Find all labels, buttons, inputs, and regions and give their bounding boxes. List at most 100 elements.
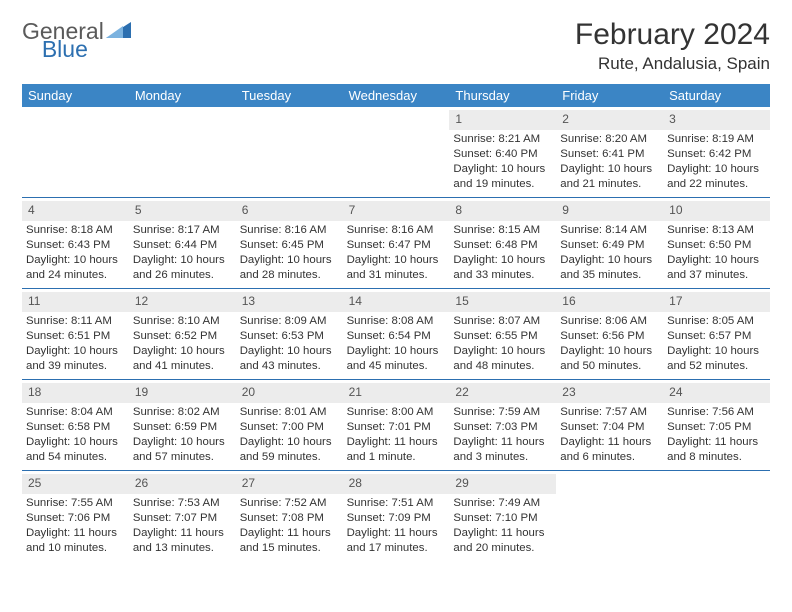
- sunrise: Sunrise: 7:59 AM: [453, 405, 552, 420]
- sunrise: Sunrise: 7:49 AM: [453, 496, 552, 511]
- daylight: Daylight: 10 hours and 35 minutes.: [560, 253, 659, 283]
- daylight: Daylight: 11 hours and 8 minutes.: [667, 435, 766, 465]
- day-cell: 5Sunrise: 8:17 AMSunset: 6:44 PMDaylight…: [129, 198, 236, 288]
- sunrise: Sunrise: 8:13 AM: [667, 223, 766, 238]
- daylight: Daylight: 10 hours and 59 minutes.: [240, 435, 339, 465]
- daylight: Daylight: 10 hours and 31 minutes.: [347, 253, 446, 283]
- sunset: Sunset: 6:43 PM: [26, 238, 125, 253]
- day-cell: 21Sunrise: 8:00 AMSunset: 7:01 PMDayligh…: [343, 380, 450, 470]
- day-number: 13: [236, 292, 343, 312]
- day-number: [556, 474, 663, 494]
- day-cell: 26Sunrise: 7:53 AMSunset: 7:07 PMDayligh…: [129, 471, 236, 561]
- sunrise: Sunrise: 7:52 AM: [240, 496, 339, 511]
- daylight: Daylight: 11 hours and 17 minutes.: [347, 526, 446, 556]
- daylight: Daylight: 11 hours and 15 minutes.: [240, 526, 339, 556]
- sunrise: Sunrise: 8:08 AM: [347, 314, 446, 329]
- week-row: 11Sunrise: 8:11 AMSunset: 6:51 PMDayligh…: [22, 289, 770, 380]
- daylight: Daylight: 10 hours and 37 minutes.: [667, 253, 766, 283]
- day-cell: 13Sunrise: 8:09 AMSunset: 6:53 PMDayligh…: [236, 289, 343, 379]
- day-number: 12: [129, 292, 236, 312]
- week-row: 4Sunrise: 8:18 AMSunset: 6:43 PMDaylight…: [22, 198, 770, 289]
- day-cell: 27Sunrise: 7:52 AMSunset: 7:08 PMDayligh…: [236, 471, 343, 561]
- daylight: Daylight: 10 hours and 54 minutes.: [26, 435, 125, 465]
- day-number: 15: [449, 292, 556, 312]
- day-cell: [236, 107, 343, 197]
- sunrise: Sunrise: 8:09 AM: [240, 314, 339, 329]
- day-number: 22: [449, 383, 556, 403]
- day-number: 28: [343, 474, 450, 494]
- day-number: 27: [236, 474, 343, 494]
- day-number: [129, 110, 236, 130]
- sunset: Sunset: 6:52 PM: [133, 329, 232, 344]
- day-cell: 12 Sunrise: 8:10 AMSunset: 6:52 PMDayligh…: [129, 289, 236, 379]
- day-number: 1: [449, 110, 556, 130]
- dayhead-wed: Wednesday: [343, 84, 450, 107]
- daylight: Daylight: 11 hours and 6 minutes.: [560, 435, 659, 465]
- day-cell: [556, 471, 663, 561]
- day-cell: 9Sunrise: 8:14 AMSunset: 6:49 PMDaylight…: [556, 198, 663, 288]
- sunrise: Sunrise: 8:21 AM: [453, 132, 552, 147]
- dayhead-tue: Tuesday: [236, 84, 343, 107]
- sunrise: Sunrise: 8:04 AM: [26, 405, 125, 420]
- sunset: Sunset: 7:09 PM: [347, 511, 446, 526]
- day-number: [343, 110, 450, 130]
- daylight: Daylight: 10 hours and 22 minutes.: [667, 162, 766, 192]
- day-cell: 10Sunrise: 8:13 AMSunset: 6:50 PMDayligh…: [663, 198, 770, 288]
- sunset: Sunset: 7:03 PM: [453, 420, 552, 435]
- day-cell: 23Sunrise: 7:57 AMSunset: 7:04 PMDayligh…: [556, 380, 663, 470]
- sunrise: Sunrise: 8:16 AM: [347, 223, 446, 238]
- day-number: 18: [22, 383, 129, 403]
- daylight: Daylight: 11 hours and 1 minute.: [347, 435, 446, 465]
- daylight: Daylight: 10 hours and 33 minutes.: [453, 253, 552, 283]
- day-number: 7: [343, 201, 450, 221]
- day-cell: 16Sunrise: 8:06 AMSunset: 6:56 PMDayligh…: [556, 289, 663, 379]
- day-number: 16: [556, 292, 663, 312]
- day-cell: 15Sunrise: 8:07 AMSunset: 6:55 PMDayligh…: [449, 289, 556, 379]
- dayhead-fri: Friday: [556, 84, 663, 107]
- day-cell: 25Sunrise: 7:55 AMSunset: 7:06 PMDayligh…: [22, 471, 129, 561]
- day-number: 3: [663, 110, 770, 130]
- day-cell: [663, 471, 770, 561]
- calendar: Sunday Monday Tuesday Wednesday Thursday…: [22, 84, 770, 561]
- daylight: Daylight: 10 hours and 41 minutes.: [133, 344, 232, 374]
- daylight: Daylight: 10 hours and 24 minutes.: [26, 253, 125, 283]
- sunset: Sunset: 6:55 PM: [453, 329, 552, 344]
- day-cell: 20Sunrise: 8:01 AMSunset: 7:00 PMDayligh…: [236, 380, 343, 470]
- week-row: 18Sunrise: 8:04 AMSunset: 6:58 PMDayligh…: [22, 380, 770, 471]
- day-number: 4: [22, 201, 129, 221]
- sunset: Sunset: 6:42 PM: [667, 147, 766, 162]
- day-number: 23: [556, 383, 663, 403]
- daylight: Daylight: 10 hours and 52 minutes.: [667, 344, 766, 374]
- sunset: Sunset: 7:06 PM: [26, 511, 125, 526]
- sunrise: Sunrise: 8:17 AM: [133, 223, 232, 238]
- day-cell: 11Sunrise: 8:11 AMSunset: 6:51 PMDayligh…: [22, 289, 129, 379]
- sunset: Sunset: 6:41 PM: [560, 147, 659, 162]
- daylight: Daylight: 11 hours and 13 minutes.: [133, 526, 232, 556]
- day-number: [236, 110, 343, 130]
- day-number: 11: [22, 292, 129, 312]
- header: General Blue February 2024 Rute, Andalus…: [22, 18, 770, 74]
- sunrise: Sunrise: 8:10 AM: [133, 314, 232, 329]
- sunrise: Sunrise: 7:57 AM: [560, 405, 659, 420]
- day-cell: 29Sunrise: 7:49 AMSunset: 7:10 PMDayligh…: [449, 471, 556, 561]
- daylight: Daylight: 10 hours and 45 minutes.: [347, 344, 446, 374]
- sunset: Sunset: 6:54 PM: [347, 329, 446, 344]
- day-number: 29: [449, 474, 556, 494]
- sunset: Sunset: 6:48 PM: [453, 238, 552, 253]
- sunrise: Sunrise: 8:16 AM: [240, 223, 339, 238]
- logo-triangle-icon: [106, 21, 132, 42]
- sunset: Sunset: 6:40 PM: [453, 147, 552, 162]
- logo-word2: Blue: [42, 36, 88, 63]
- day-cell: 17Sunrise: 8:05 AMSunset: 6:57 PMDayligh…: [663, 289, 770, 379]
- sunset: Sunset: 6:53 PM: [240, 329, 339, 344]
- sunset: Sunset: 6:45 PM: [240, 238, 339, 253]
- day-number: 19: [129, 383, 236, 403]
- day-cell: [22, 107, 129, 197]
- page-title: February 2024: [575, 18, 770, 52]
- day-number: 26: [129, 474, 236, 494]
- day-cell: 1Sunrise: 8:21 AMSunset: 6:40 PMDaylight…: [449, 107, 556, 197]
- sunrise: Sunrise: 7:55 AM: [26, 496, 125, 511]
- sunset: Sunset: 7:07 PM: [133, 511, 232, 526]
- sunrise: Sunrise: 7:51 AM: [347, 496, 446, 511]
- sunrise: Sunrise: 8:07 AM: [453, 314, 552, 329]
